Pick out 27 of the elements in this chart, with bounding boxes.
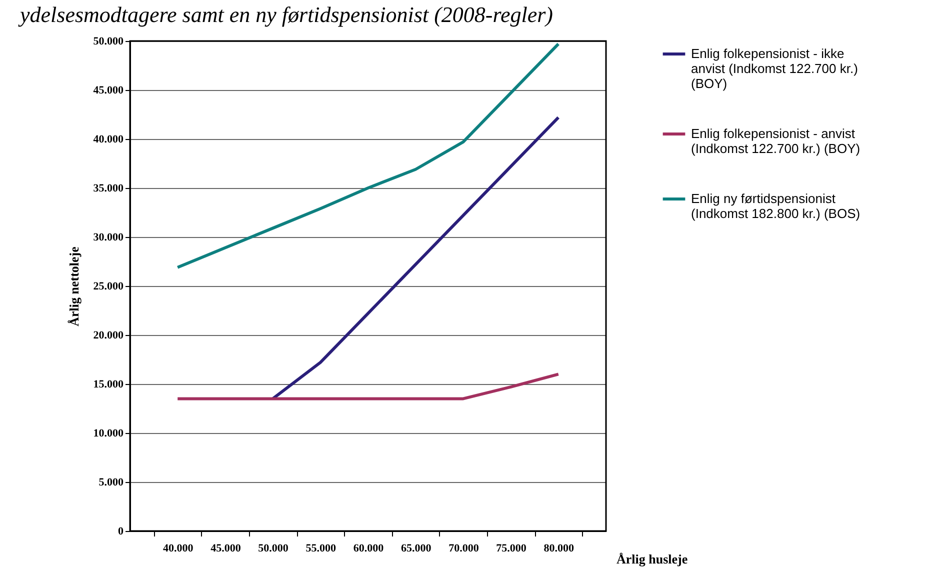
legend-label: Enlig folkepensionist - ikke anvist (Indkomst 122.700 kr.) (BOY) [691, 46, 858, 91]
x-tick-label: 45.000 [210, 542, 242, 554]
x-tick-label: 40.000 [162, 542, 194, 554]
y-tick-label: 45.000 [93, 84, 124, 96]
y-axis-title: Årlig nettoleje [66, 246, 82, 326]
x-tick-label: 70.000 [448, 542, 480, 554]
y-tick-label: 5.000 [98, 476, 124, 488]
x-tick-label: 60.000 [353, 542, 384, 554]
x-tick-label: 55.000 [306, 542, 337, 554]
x-tick-label: 50.000 [258, 542, 289, 554]
x-tick-label: 80.000 [544, 542, 575, 554]
x-tick-label: 75.000 [496, 542, 527, 554]
y-tick-label: 35.000 [93, 182, 124, 194]
x-axis-title: Årlig husleje [616, 552, 688, 566]
line-series [176, 42, 560, 269]
y-tick-label: 30.000 [93, 232, 124, 244]
y-tick-label: 10.000 [93, 428, 124, 440]
y-tick-label: 20.000 [93, 330, 124, 342]
y-tick-label: 50.000 [93, 36, 124, 48]
y-tick-label: 40.000 [93, 134, 124, 146]
legend-label: Enlig folkepensionist - anvist (Indkomst 122.700 kr.) (BOY) [691, 126, 860, 156]
chart-title: ydelsesmodtagere samt en ny førtidspensionist (2008-regler) [18, 2, 554, 27]
y-tick-label: 15.000 [93, 378, 124, 390]
x-tick-label: 65.000 [400, 542, 432, 554]
legend-label: Enlig ny førtidspensionist (Indkomst 182.800 kr.) (BOS) [691, 191, 860, 221]
y-tick-label: 25.000 [93, 280, 124, 292]
y-tick-label: 0 [118, 526, 124, 538]
